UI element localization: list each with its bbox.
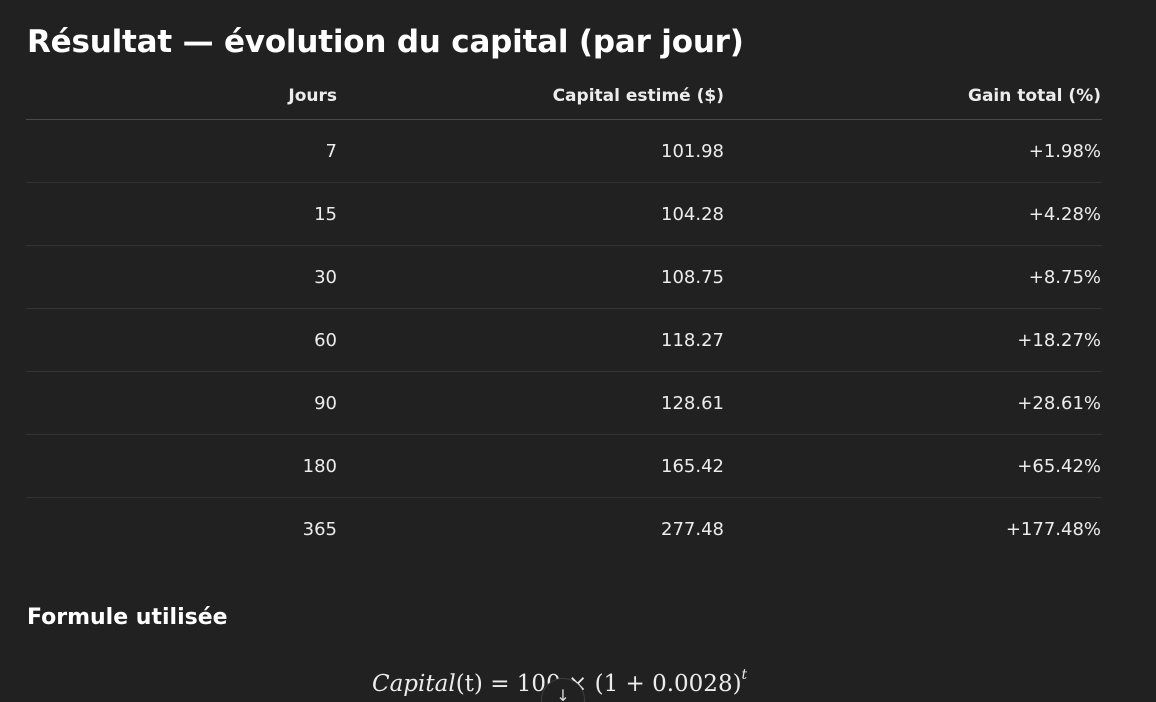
results-table: Jours Capital estimé ($) Gain total (%) …	[26, 72, 1102, 560]
cell-days: 15	[26, 182, 338, 246]
cell-capital: 118.27	[338, 308, 725, 372]
capital-formula: Capital(t) = 100 × (1 + 0.0028)t	[372, 658, 747, 701]
column-header-gain: Gain total (%)	[725, 72, 1102, 120]
column-header-days: Jours	[26, 72, 338, 120]
cell-gain: +4.28%	[725, 182, 1102, 246]
cell-gain: +177.48%	[1005, 518, 1101, 540]
table-row: 365 277.48 +177.48%	[26, 498, 1102, 561]
formula-lhs-arg: (t)	[455, 671, 483, 697]
table-row: 30 108.75 +8.75%	[26, 245, 1102, 309]
formula-heading: Formule utilisée	[27, 605, 228, 630]
table-header-row: Jours Capital estimé ($) Gain total (%)	[26, 72, 1102, 120]
cell-capital: 277.48	[661, 518, 724, 540]
cell-days: 365	[302, 518, 337, 540]
cell-capital: 128.61	[338, 371, 725, 435]
arrow-down-icon: ↓	[556, 686, 570, 702]
cell-gain: +1.98%	[725, 119, 1102, 183]
cell-days: 7	[26, 119, 338, 183]
table-row: 180 165.42 +65.42%	[26, 434, 1102, 498]
formula-rhs: = 100 × (1 + 0.0028)	[482, 671, 742, 697]
column-header-capital: Capital estimé ($)	[338, 72, 725, 120]
table-row: 60 118.27 +18.27%	[26, 308, 1102, 372]
table-row: 7 101.98 +1.98%	[26, 119, 1102, 183]
table-row: 90 128.61 +28.61%	[26, 371, 1102, 435]
cell-capital: 108.75	[338, 245, 725, 309]
table-row: 15 104.28 +4.28%	[26, 182, 1102, 246]
cell-gain: +65.42%	[725, 434, 1102, 498]
formula-lhs-name: Capital	[372, 671, 456, 697]
cell-capital: 104.28	[338, 182, 725, 246]
cell-days: 60	[26, 308, 338, 372]
cell-capital: 101.98	[338, 119, 725, 183]
results-table-container: Jours Capital estimé ($) Gain total (%) …	[26, 72, 1102, 560]
cell-days: 180	[26, 434, 338, 498]
formula-exponent: t	[741, 667, 748, 683]
cell-gain: +28.61%	[725, 371, 1102, 435]
cell-days: 90	[26, 371, 338, 435]
cell-gain: +18.27%	[725, 308, 1102, 372]
cell-days: 30	[26, 245, 338, 309]
cell-capital: 165.42	[338, 434, 725, 498]
cell-gain: +8.75%	[725, 245, 1102, 309]
page-title: Résultat — évolution du capital (par jou…	[27, 24, 744, 60]
